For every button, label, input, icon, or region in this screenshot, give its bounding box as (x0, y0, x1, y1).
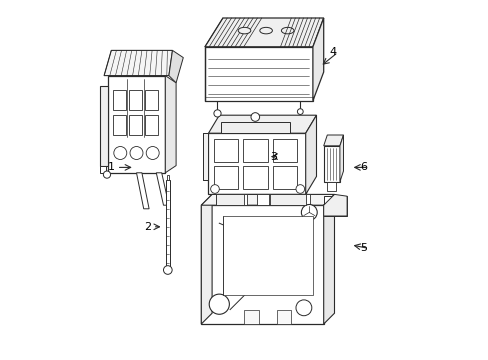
Polygon shape (101, 86, 107, 166)
Circle shape (295, 300, 311, 316)
Polygon shape (323, 194, 346, 216)
Polygon shape (107, 76, 165, 173)
Circle shape (210, 185, 219, 193)
Ellipse shape (259, 27, 272, 34)
Polygon shape (156, 173, 168, 205)
Circle shape (114, 147, 126, 159)
Bar (276, 310, 291, 324)
Bar (204, 47, 312, 101)
Polygon shape (104, 50, 172, 76)
Circle shape (297, 109, 303, 114)
Polygon shape (312, 18, 323, 101)
Bar (145, 90, 158, 110)
Polygon shape (208, 133, 305, 194)
Bar (278, 194, 289, 205)
Ellipse shape (281, 27, 293, 34)
Polygon shape (323, 194, 334, 324)
Polygon shape (101, 166, 106, 173)
Text: 1: 1 (107, 162, 115, 172)
Bar (129, 115, 142, 135)
Bar (298, 194, 309, 205)
Polygon shape (203, 133, 208, 180)
Polygon shape (136, 173, 149, 209)
Polygon shape (201, 194, 212, 324)
Polygon shape (204, 18, 323, 47)
Bar (145, 115, 158, 135)
Circle shape (295, 185, 304, 193)
Bar (215, 194, 244, 205)
Polygon shape (323, 146, 339, 182)
Circle shape (301, 204, 317, 220)
Bar (269, 194, 305, 205)
Bar (272, 166, 297, 189)
Polygon shape (166, 180, 169, 266)
Bar (113, 90, 125, 110)
Circle shape (163, 266, 172, 274)
Circle shape (146, 147, 159, 159)
Circle shape (209, 294, 229, 314)
Text: 6: 6 (359, 162, 366, 172)
Text: 2: 2 (143, 222, 151, 232)
Bar (243, 139, 267, 162)
Polygon shape (323, 135, 343, 146)
Polygon shape (208, 115, 316, 133)
Polygon shape (305, 115, 316, 194)
Bar (223, 216, 312, 295)
Bar (203, 133, 208, 180)
Circle shape (213, 110, 221, 117)
Ellipse shape (238, 27, 250, 34)
Bar (235, 194, 246, 205)
Bar (129, 90, 142, 110)
Polygon shape (165, 76, 176, 173)
Polygon shape (339, 135, 343, 182)
Text: 5: 5 (359, 243, 366, 253)
Circle shape (250, 113, 259, 121)
Bar (244, 310, 258, 324)
Text: 3: 3 (269, 152, 276, 162)
Bar (243, 166, 267, 189)
Bar (221, 122, 289, 133)
Bar (257, 194, 268, 205)
Bar (215, 194, 227, 205)
Bar (323, 196, 346, 216)
Circle shape (130, 147, 142, 159)
Bar (213, 166, 238, 189)
Bar (113, 115, 125, 135)
Bar (166, 175, 168, 180)
Circle shape (103, 171, 110, 178)
Bar (326, 182, 336, 191)
Polygon shape (201, 194, 334, 205)
Bar (213, 139, 238, 162)
Polygon shape (168, 50, 183, 83)
Polygon shape (201, 205, 323, 324)
Text: 4: 4 (328, 47, 336, 57)
Bar (272, 139, 297, 162)
